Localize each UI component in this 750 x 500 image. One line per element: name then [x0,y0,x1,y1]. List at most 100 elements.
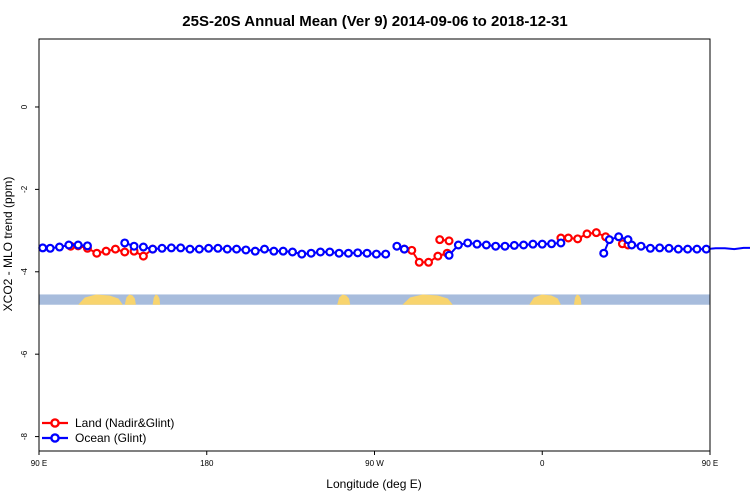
ocean-point [528,239,538,249]
ocean-point [148,244,158,254]
ocean-point [636,241,646,251]
ocean-point [500,241,510,251]
ocean-point [82,241,92,251]
ocean-point [664,243,674,253]
land-point [138,251,148,261]
ocean-point [64,240,74,250]
x-tick-label: 90 E [31,459,47,468]
plot-frame [38,38,711,452]
land-point [407,245,417,255]
land-patch [124,294,136,305]
land-point [444,236,454,246]
x-tick-label: 180 [200,459,214,468]
ocean-point [614,232,624,242]
ocean-point [297,249,307,259]
land-patch [529,294,561,305]
land-ocean-band [39,294,710,305]
land-point [120,247,130,257]
legend-ocean-label: Ocean (Glint) [75,431,146,445]
ocean-point [334,248,344,258]
ocean-point [381,249,391,259]
ocean-point [287,247,297,257]
ocean-point [120,238,130,248]
ocean-point [463,238,473,248]
land-point [424,257,434,267]
ocean-point [627,240,637,250]
y-tick-label: -6 [20,350,29,358]
ocean-point [269,246,279,256]
x-tick-label: 90 E [702,459,718,468]
ocean-point [222,244,232,254]
y-tick-label: -8 [20,432,29,440]
ocean-point [655,243,665,253]
ocean-point [556,238,566,248]
legend-ocean-marker [50,433,60,443]
x-tick-label: 90 W [365,459,384,468]
legend: Land (Nadir&Glint)Ocean (Glint) [42,416,174,445]
ocean-point [185,244,195,254]
land-point [582,229,592,239]
land-point [563,233,573,243]
legend-land-marker [50,418,60,428]
legend-land-label: Land (Nadir&Glint) [75,416,174,430]
ocean-point [325,247,335,257]
ocean-point [157,243,167,253]
ocean-series-line [602,235,629,254]
ocean-point [481,240,491,250]
y-axis-label: XCO2 - MLO trend (ppm) [1,177,15,312]
y-tick-label: -4 [20,268,29,276]
ocean-point [38,243,48,253]
ocean-point [604,235,614,245]
ocean-point [444,250,454,260]
series-layer [38,228,750,267]
ocean-point [599,248,609,258]
ocean-point [232,244,242,254]
ocean-point [166,243,176,253]
land-patch [152,294,161,305]
land-patch [573,294,582,305]
ocean-point [260,244,270,254]
land-point [573,234,583,244]
ocean-point [683,244,693,254]
ocean-point [45,243,55,253]
ocean-point [519,240,529,250]
ocean-point [343,248,353,258]
ocean-band [39,294,710,305]
ocean-point [73,240,83,250]
ocean-point [306,248,316,258]
ocean-point [509,240,519,250]
ocean-point [278,246,288,256]
ocean-point [55,242,65,252]
ocean-point [176,243,186,253]
y-tick-label: 0 [20,104,29,109]
ocean-point [241,245,251,255]
ocean-point [472,239,482,249]
axes: 90 E 180 90 W 0 90 E 0 -2 -4 -6 -8 [20,104,718,468]
land-point [92,248,102,258]
ocean-point [491,241,501,251]
land-patch [78,294,123,305]
land-point [435,235,445,245]
ocean-point [692,244,702,254]
ocean-point [204,243,214,253]
ocean-point [701,244,711,254]
ocean-point [645,243,655,253]
ocean-point [362,248,372,258]
land-patch [402,294,453,305]
ocean-point [315,247,325,257]
ocean-point [138,242,148,252]
y-tick-label: -2 [20,185,29,193]
land-point [110,244,120,254]
ocean-point [353,248,363,258]
ocean-point [673,244,683,254]
x-axis-label: Longitude (deg E) [326,477,421,491]
ocean-point [399,244,409,254]
land-patch [337,294,351,305]
ocean-point [453,240,463,250]
ocean-point [371,249,381,259]
land-point [414,257,424,267]
ocean-point [129,241,139,251]
ocean-point [250,246,260,256]
x-tick-label: 0 [540,459,545,468]
